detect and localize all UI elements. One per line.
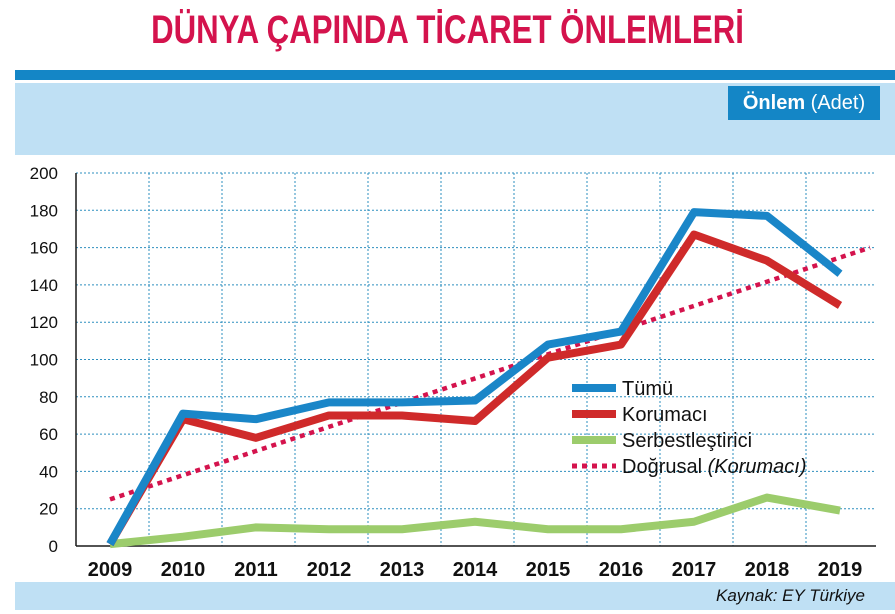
trendline-korumaci — [109, 245, 871, 502]
y-tick-label: 100 — [30, 351, 58, 370]
x-tick-label: 2016 — [599, 559, 644, 581]
y-tick-label: 180 — [30, 201, 58, 220]
x-tick-label: 2009 — [88, 559, 133, 581]
x-axis-ticks: 2009 2010 2011 2012 2013 2014 2015 2016 2017 2018… — [88, 559, 863, 581]
x-tick-label: 2018 — [745, 559, 790, 581]
chart-title: DÜNYA ÇAPINDA TİCARET ÖNLEMLERİ — [151, 8, 744, 52]
legend-label: Tümü — [622, 378, 673, 400]
y-tick-label: 20 — [39, 500, 58, 519]
x-tick-label: 2010 — [161, 559, 206, 581]
source-note: Kaynak: EY Türkiye — [716, 586, 865, 605]
x-tick-label: 2013 — [380, 559, 425, 581]
series-layer — [106, 208, 871, 549]
y-tick-label: 120 — [30, 313, 58, 332]
x-tick-label: 2017 — [672, 559, 717, 581]
line-chart: 0 20 40 60 80 100 120 140 160 180 200 2009 2010 2011… — [30, 164, 876, 581]
y-tick-label: 0 — [49, 537, 58, 556]
y-tick-label: 80 — [39, 388, 58, 407]
series-line-serbestlestirici — [109, 493, 841, 549]
series-line-korumaci — [106, 230, 843, 547]
series-line-tumu — [106, 208, 843, 547]
x-tick-label: 2014 — [453, 559, 498, 581]
header-rule — [15, 70, 895, 80]
legend-label: Doğrusal (Korumacı) — [622, 456, 807, 478]
x-tick-label: 2012 — [307, 559, 352, 581]
x-tick-label: 2019 — [818, 559, 863, 581]
y-axis-ticks: 0 20 40 60 80 100 120 140 160 180 200 — [30, 164, 58, 556]
legend-label-italic: (Korumacı) — [702, 456, 806, 478]
unit-label-bold: Önlem — [742, 92, 806, 114]
legend-label: Serbestleştirici — [622, 430, 752, 452]
legend-label: Korumacı — [622, 404, 708, 426]
y-tick-label: 160 — [30, 239, 58, 258]
y-tick-label: 40 — [39, 462, 58, 481]
legend: Tümü Korumacı Serbestleştirici Doğrusal (Ko… — [572, 378, 807, 478]
unit-label-box: Önlem (Adet) — [728, 86, 880, 120]
grid — [75, 172, 876, 547]
unit-label-rest: (Adet) — [805, 92, 866, 114]
x-tick-label: 2011 — [234, 559, 277, 581]
footer-band — [15, 582, 895, 610]
y-tick-label: 140 — [30, 276, 58, 295]
x-tick-label: 2015 — [526, 559, 571, 581]
y-tick-label: 60 — [39, 425, 58, 444]
y-tick-label: 200 — [30, 164, 58, 183]
